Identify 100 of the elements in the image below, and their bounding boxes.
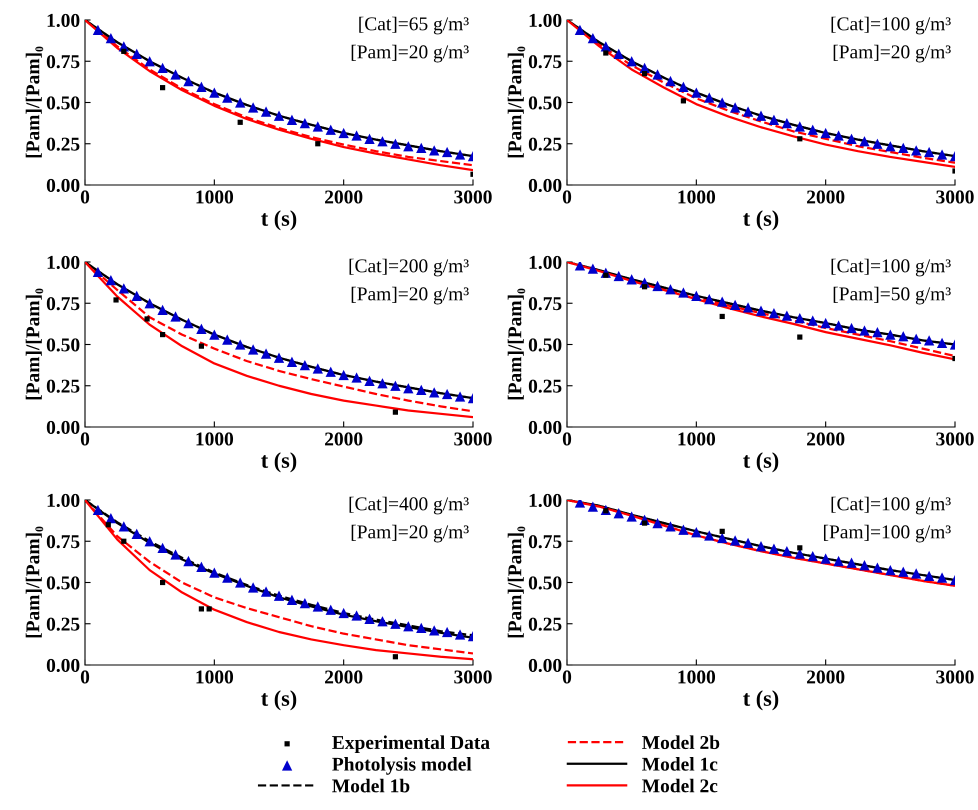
point (274, 590, 284, 601)
point (730, 102, 740, 113)
point (808, 550, 818, 562)
y-tick-label: 1.00 (530, 14, 562, 28)
point (652, 518, 663, 528)
annotation: [Pam]=50 g/m³ (834, 286, 951, 304)
legend-label: Model 2c (642, 778, 718, 792)
point (403, 141, 414, 152)
point (209, 329, 220, 340)
point (160, 85, 166, 90)
y-tick-label: 0.75 (46, 535, 80, 548)
point (248, 344, 258, 355)
point (717, 97, 728, 108)
point (312, 363, 323, 374)
x-tick-label: 0 (80, 190, 90, 204)
y-tick-label: 0.00 (46, 658, 80, 672)
point (704, 294, 714, 304)
point (665, 284, 676, 294)
point (121, 538, 126, 544)
point (274, 110, 284, 121)
point (691, 527, 702, 538)
point (859, 560, 870, 570)
point (442, 146, 452, 158)
point (118, 283, 129, 294)
point (756, 541, 766, 552)
point (132, 290, 142, 301)
point (312, 121, 323, 132)
point (160, 332, 166, 338)
point (196, 82, 207, 92)
y-axis-title: [Pam]/[Pam]₀ (26, 288, 44, 400)
point (222, 92, 232, 103)
point (742, 302, 754, 313)
point (642, 520, 648, 526)
point (222, 572, 232, 583)
point (730, 535, 740, 546)
point (144, 536, 155, 546)
annotation: [Pam]=20 g/m³ (352, 286, 469, 304)
point (936, 149, 948, 160)
point (797, 136, 802, 142)
point (392, 654, 398, 660)
point (326, 124, 336, 135)
x-tick-label: 2000 (325, 432, 362, 446)
point (820, 128, 831, 138)
legend-label: Photolysis model (332, 757, 472, 775)
point (808, 315, 818, 326)
point (351, 130, 362, 141)
point (198, 344, 204, 349)
point (222, 334, 232, 345)
y-tick-label: 0.75 (528, 535, 562, 548)
x-tick-label: 3000 (454, 670, 492, 684)
point (885, 141, 896, 152)
point (820, 553, 831, 564)
point (377, 616, 388, 626)
point (885, 564, 896, 576)
point (859, 136, 870, 146)
y-tick-label: 0.50 (528, 338, 562, 352)
point (936, 572, 948, 583)
x-tick-label: 0 (562, 432, 572, 446)
point (338, 370, 349, 380)
y-tick-label: 0.25 (528, 380, 562, 393)
legend-label: Experimental Data (332, 735, 490, 754)
y-tick-label: 1.00 (48, 256, 80, 270)
point (782, 546, 792, 556)
point (794, 121, 805, 132)
point (704, 92, 714, 103)
point (756, 306, 766, 316)
x-tick-label: 0 (562, 670, 572, 684)
point (614, 48, 624, 59)
point (132, 48, 142, 59)
point (238, 120, 243, 125)
point (678, 524, 689, 535)
annotation: [Cat]=100 g/m³ (832, 258, 951, 276)
point (859, 325, 870, 336)
point (429, 625, 440, 636)
y-axis-title: [Pam]/[Pam]₀ (26, 46, 44, 158)
point (390, 618, 401, 629)
x-tick-label: 0 (562, 190, 572, 204)
point (442, 626, 452, 638)
point (652, 280, 663, 292)
point (286, 114, 298, 125)
point (846, 134, 857, 144)
annotation: [Cat]=100 g/m³ (832, 496, 951, 514)
x-tick-label: 2000 (807, 670, 844, 684)
x-tick-label: 3000 (454, 190, 492, 204)
point (614, 270, 624, 282)
point (286, 356, 298, 367)
point (626, 511, 637, 522)
y-tick-label: 0.50 (528, 96, 562, 110)
point (377, 136, 388, 146)
y-tick-label: 1.00 (530, 256, 562, 270)
point (338, 128, 349, 138)
point (911, 334, 922, 344)
y-tick-label: 0.25 (46, 380, 80, 393)
y-tick-label: 1.00 (48, 494, 80, 508)
point (235, 577, 246, 588)
point (574, 24, 586, 36)
annotation: [Pam]=20 g/m³ (352, 44, 469, 62)
point (626, 274, 637, 284)
point (286, 594, 298, 605)
point (198, 606, 204, 612)
